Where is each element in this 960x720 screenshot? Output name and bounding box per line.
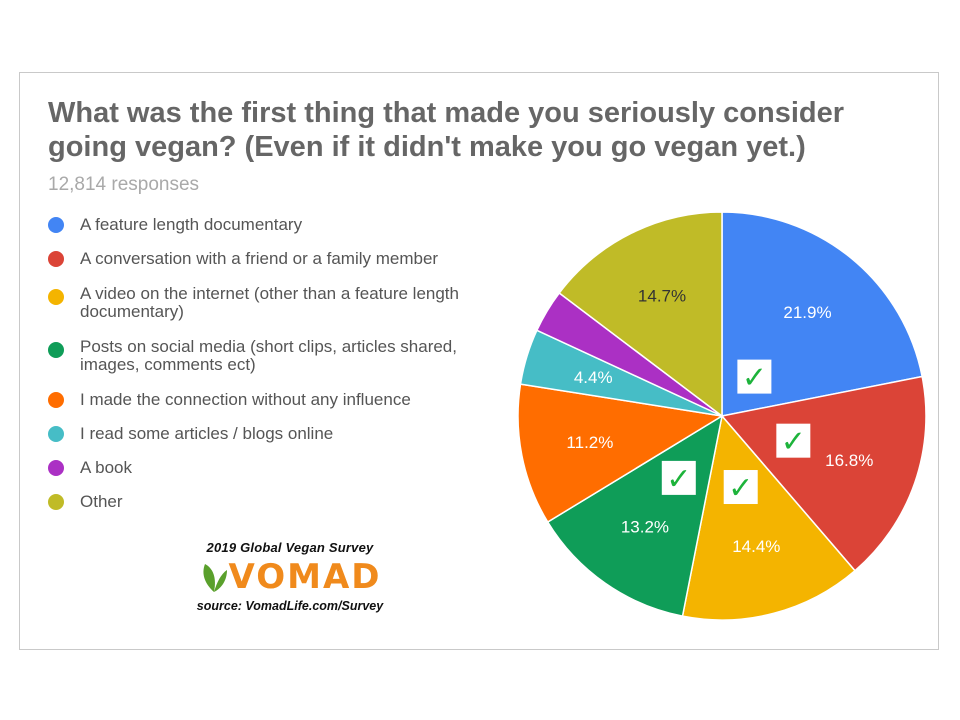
- vomad-branding: 2019 Global Vegan Survey VOMAD source: V…: [170, 540, 410, 613]
- vomad-logo: VOMAD: [170, 557, 410, 597]
- legend-label: A book: [80, 458, 132, 477]
- slice-value-label: 4.4%: [574, 368, 613, 387]
- legend-swatch: [48, 289, 64, 305]
- slice-value-label: 16.8%: [825, 451, 873, 470]
- legend-label: A video on the internet (other than a fe…: [80, 284, 459, 321]
- chart-title: What was the first thing that made you s…: [48, 97, 845, 163]
- svg-text:✓: ✓: [666, 462, 691, 497]
- leaf-icon: [202, 564, 227, 592]
- check-icon: ✓: [776, 423, 811, 460]
- svg-text:✓: ✓: [728, 471, 753, 506]
- legend-swatch: [48, 392, 64, 408]
- source-credit: source: VomadLife.com/Survey: [196, 599, 384, 613]
- survey-name: 2019 Global Vegan Survey: [206, 540, 374, 555]
- legend-swatch: [48, 426, 64, 442]
- pie-slice: [517, 383, 725, 524]
- legend-label: A conversation with a friend or a family…: [80, 249, 439, 268]
- slice-value-label: 14.7%: [638, 286, 686, 305]
- legend-swatch: [48, 342, 64, 358]
- legend-label: A feature length documentary: [80, 215, 303, 234]
- pie-slice: [720, 375, 927, 572]
- response-count: 12,814 responses: [48, 174, 200, 195]
- pie-slice: [721, 211, 924, 417]
- logo-wordmark: VOMAD: [228, 557, 382, 597]
- svg-text:✓: ✓: [742, 361, 767, 396]
- legend-label: Other: [80, 492, 123, 511]
- legend-swatch: [48, 217, 64, 233]
- pie-chart: 21.9% 16.8% 14.4% 13.2% 11.2% 4.4% 14.7% ✓ ✓ ✓ ✓: [517, 211, 927, 621]
- slice-value-label: 14.4%: [732, 537, 780, 556]
- pie-slice: [558, 211, 723, 418]
- legend-label: Posts on social media (short clips, arti…: [80, 337, 457, 374]
- check-icon: ✓: [723, 470, 758, 506]
- check-icon: ✓: [661, 460, 696, 497]
- legend-swatch: [48, 251, 64, 267]
- legend-label: I made the connection without any influe…: [80, 390, 411, 409]
- pie-slice: [681, 414, 857, 621]
- check-icon: ✓: [737, 359, 772, 396]
- svg-text:✓: ✓: [781, 425, 806, 460]
- slice-value-label: 11.2%: [566, 433, 613, 452]
- legend-swatch: [48, 494, 64, 510]
- slice-value-label: 13.2%: [621, 517, 669, 536]
- slice-value-label: 21.9%: [783, 303, 831, 322]
- legend-swatch: [48, 460, 64, 476]
- legend-label: I read some articles / blogs online: [80, 424, 334, 443]
